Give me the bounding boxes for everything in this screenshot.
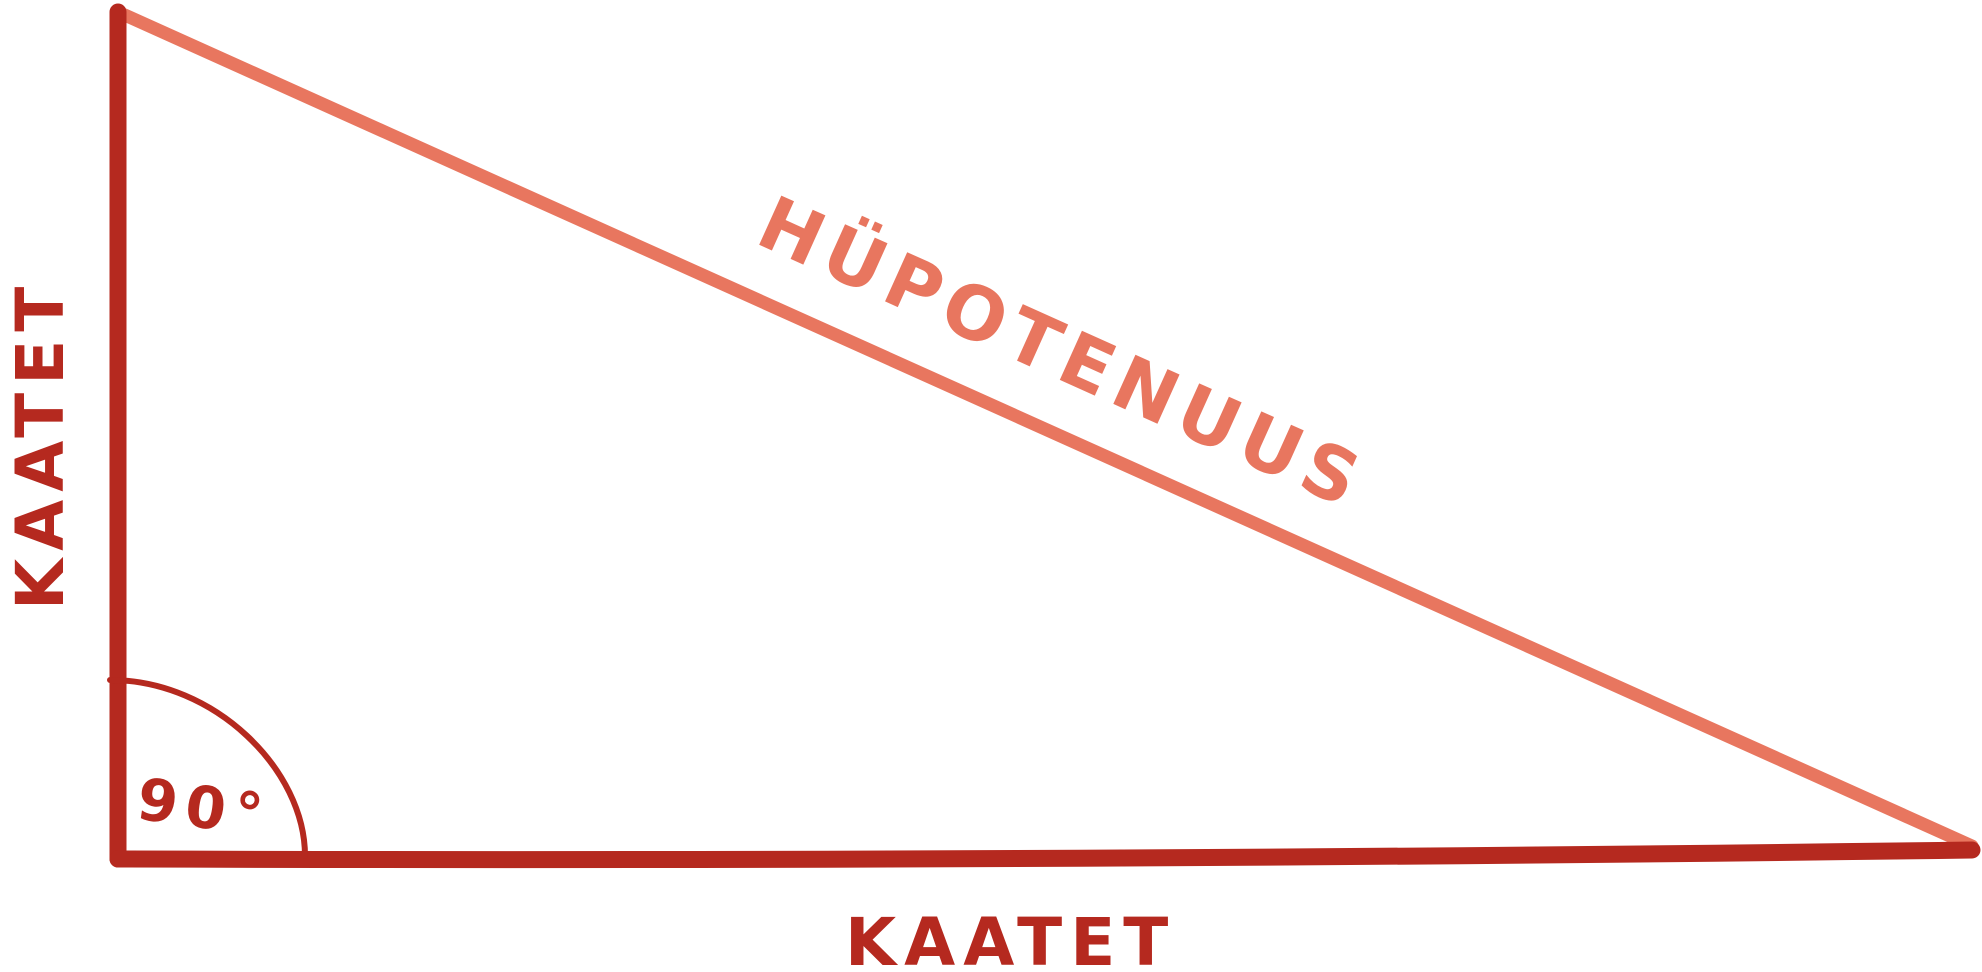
hypotenuse-line (111, 5, 1979, 853)
horizontal-leg-label: KAATET (845, 904, 1176, 972)
hypotenuse-label: HÜPOTENUUS (746, 178, 1380, 527)
right-angle-label: 90° (133, 765, 275, 851)
right-angle-arc (107, 677, 308, 859)
horizontal-leg-line (109, 841, 1981, 869)
vertical-leg-label: KAATET (2, 279, 79, 610)
